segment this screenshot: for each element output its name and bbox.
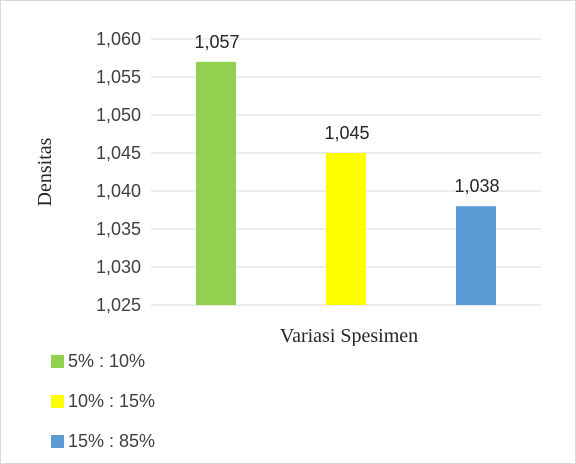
- bar-1: [196, 61, 236, 305]
- legend-item: 5% : 10%: [51, 350, 155, 372]
- bar-3: [456, 206, 496, 305]
- legend-swatch: [51, 354, 64, 368]
- legend-item: 10% : 15%: [51, 390, 155, 412]
- legend-label: 15% : 85%: [68, 430, 156, 451]
- legend: 5% : 10% 10% : 15% 15% : 85%: [51, 350, 155, 463]
- y-tick-label: 1,055: [96, 67, 141, 87]
- bar-chart: 1,025 1,030 1,035 1,040 1,045 1,050 1,055 1,060…: [34, 29, 541, 346]
- data-label-2: 1,045: [324, 123, 369, 143]
- x-axis-title: Variasi Spesimen: [280, 325, 418, 346]
- y-tick-label: 1,050: [96, 105, 141, 125]
- bars: [196, 61, 496, 305]
- y-tick-label: 1,025: [96, 295, 141, 315]
- y-tick-label: 1,030: [96, 257, 141, 277]
- y-tick-label: 1,060: [96, 29, 141, 49]
- y-axis-title: Densitas: [34, 137, 56, 206]
- data-label-1: 1,057: [194, 32, 239, 52]
- legend-item: 15% : 85%: [51, 430, 155, 452]
- y-tick-label: 1,035: [96, 219, 141, 239]
- y-axis-ticks: 1,025 1,030 1,035 1,040 1,045 1,050 1,055 1,060: [96, 29, 141, 315]
- y-tick-label: 1,045: [96, 143, 141, 163]
- bar-2: [326, 153, 366, 305]
- data-labels: 1,057 1,045 1,038: [194, 32, 499, 196]
- legend-swatch: [51, 434, 64, 448]
- legend-label: 10% : 15%: [68, 390, 156, 411]
- legend-swatch: [51, 394, 64, 408]
- legend-label: 5% : 10%: [68, 350, 146, 371]
- data-label-3: 1,038: [454, 176, 499, 196]
- y-tick-label: 1,040: [96, 181, 141, 201]
